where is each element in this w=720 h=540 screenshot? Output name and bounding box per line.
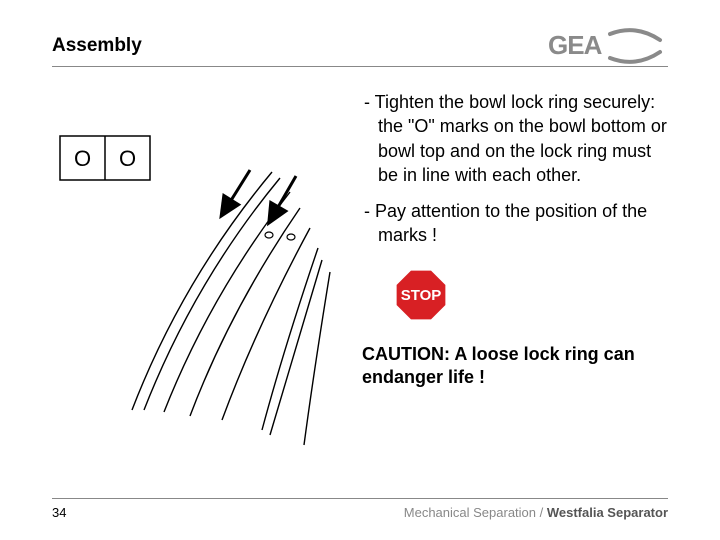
instruction-1: - Tighten the bowl lock ring securely: t… [362, 90, 668, 187]
svg-text:GEA: GEA [548, 30, 603, 60]
text-column: - Tighten the bowl lock ring securely: t… [352, 80, 668, 484]
footer-brand: Westfalia Separator [547, 505, 668, 520]
diagram-column: OO [52, 80, 352, 484]
footer: 34 Mechanical Separation / Westfalia Sep… [52, 498, 668, 520]
stop-sign-icon: STOP [392, 266, 450, 329]
brand-logo: GEA [548, 28, 668, 64]
instruction-2: - Pay attention to the position of the m… [362, 199, 668, 248]
content-area: OO - Tighten the bowl lock ring securely… [52, 80, 668, 484]
page-title: Assembly [52, 35, 142, 57]
header-rule [52, 66, 668, 67]
stop-sign-row: STOP [362, 266, 668, 329]
svg-text:STOP: STOP [401, 287, 442, 304]
lock-ring-diagram: OO [52, 100, 352, 450]
footer-rule [52, 498, 668, 499]
svg-text:O: O [74, 146, 91, 171]
caution-text: CAUTION: A loose lock ring can endanger … [362, 343, 668, 390]
footer-text: Mechanical Separation / Westfalia Separa… [404, 505, 668, 520]
header: Assembly GEA [52, 28, 668, 64]
footer-row: 34 Mechanical Separation / Westfalia Sep… [52, 505, 668, 520]
svg-text:O: O [119, 146, 136, 171]
page-number: 34 [52, 505, 66, 520]
footer-division: Mechanical Separation / [404, 505, 547, 520]
